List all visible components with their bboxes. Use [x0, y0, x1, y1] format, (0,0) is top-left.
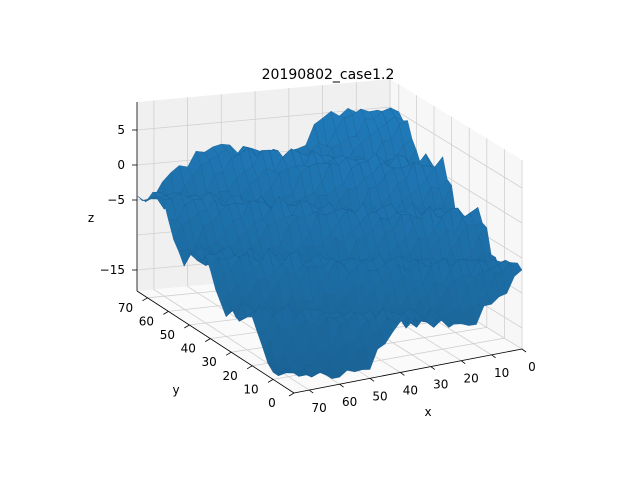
z-tick-label: −15: [100, 263, 125, 277]
x-axis-label: x: [424, 405, 431, 419]
y-tick: [288, 392, 295, 397]
x-tick-label: 50: [372, 389, 387, 403]
y-tick-label: 0: [268, 396, 276, 410]
z-axis-label: z: [88, 211, 94, 225]
y-tick-label: 70: [118, 301, 133, 315]
x-tick-label: 10: [494, 366, 509, 380]
x-tick-label: 60: [342, 395, 357, 409]
y-tick-label: 10: [243, 382, 258, 396]
x-tick-label: 30: [433, 378, 448, 392]
y-tick: [184, 324, 190, 329]
y-tick: [267, 379, 274, 383]
x-tick: [460, 360, 466, 365]
y-axis-label: y: [172, 383, 179, 397]
y-tick: [205, 338, 211, 342]
surface-mesh: [136, 107, 523, 379]
x-tick: [369, 378, 375, 382]
y-tick-label: 50: [160, 328, 175, 342]
x-tick-label: 70: [312, 401, 327, 415]
x-tick-label: 20: [464, 372, 479, 386]
y-axis-line: [136, 290, 295, 394]
z-tick-label: 5: [117, 123, 125, 137]
x-tick-label: 40: [403, 383, 418, 397]
x-tick: [400, 372, 405, 376]
x-tick: [339, 383, 344, 388]
x-tick: [308, 389, 314, 394]
y-tick-label: 30: [202, 355, 217, 369]
tick-marks: [132, 129, 527, 397]
y-tick: [163, 311, 169, 315]
chart-title: 20190802_case1.2: [262, 67, 395, 83]
surface-cell: [288, 362, 302, 373]
x-tick: [491, 354, 496, 359]
y-tick-label: 60: [139, 314, 154, 328]
y-tick-label: 40: [181, 342, 196, 356]
z-tick-label: −5: [107, 193, 125, 207]
z-tick-label: 0: [117, 158, 125, 172]
y-tick: [246, 365, 253, 370]
y-tick-label: 20: [222, 369, 237, 383]
x-tick: [521, 348, 527, 353]
x-tick: [430, 366, 436, 370]
x-axis-line: [293, 348, 523, 394]
grid-line-x: [153, 100, 310, 391]
axis-lines: [136, 102, 523, 394]
y-tick: [225, 351, 232, 356]
y-tick: [142, 297, 148, 302]
x-tick-label: 0: [528, 360, 536, 374]
